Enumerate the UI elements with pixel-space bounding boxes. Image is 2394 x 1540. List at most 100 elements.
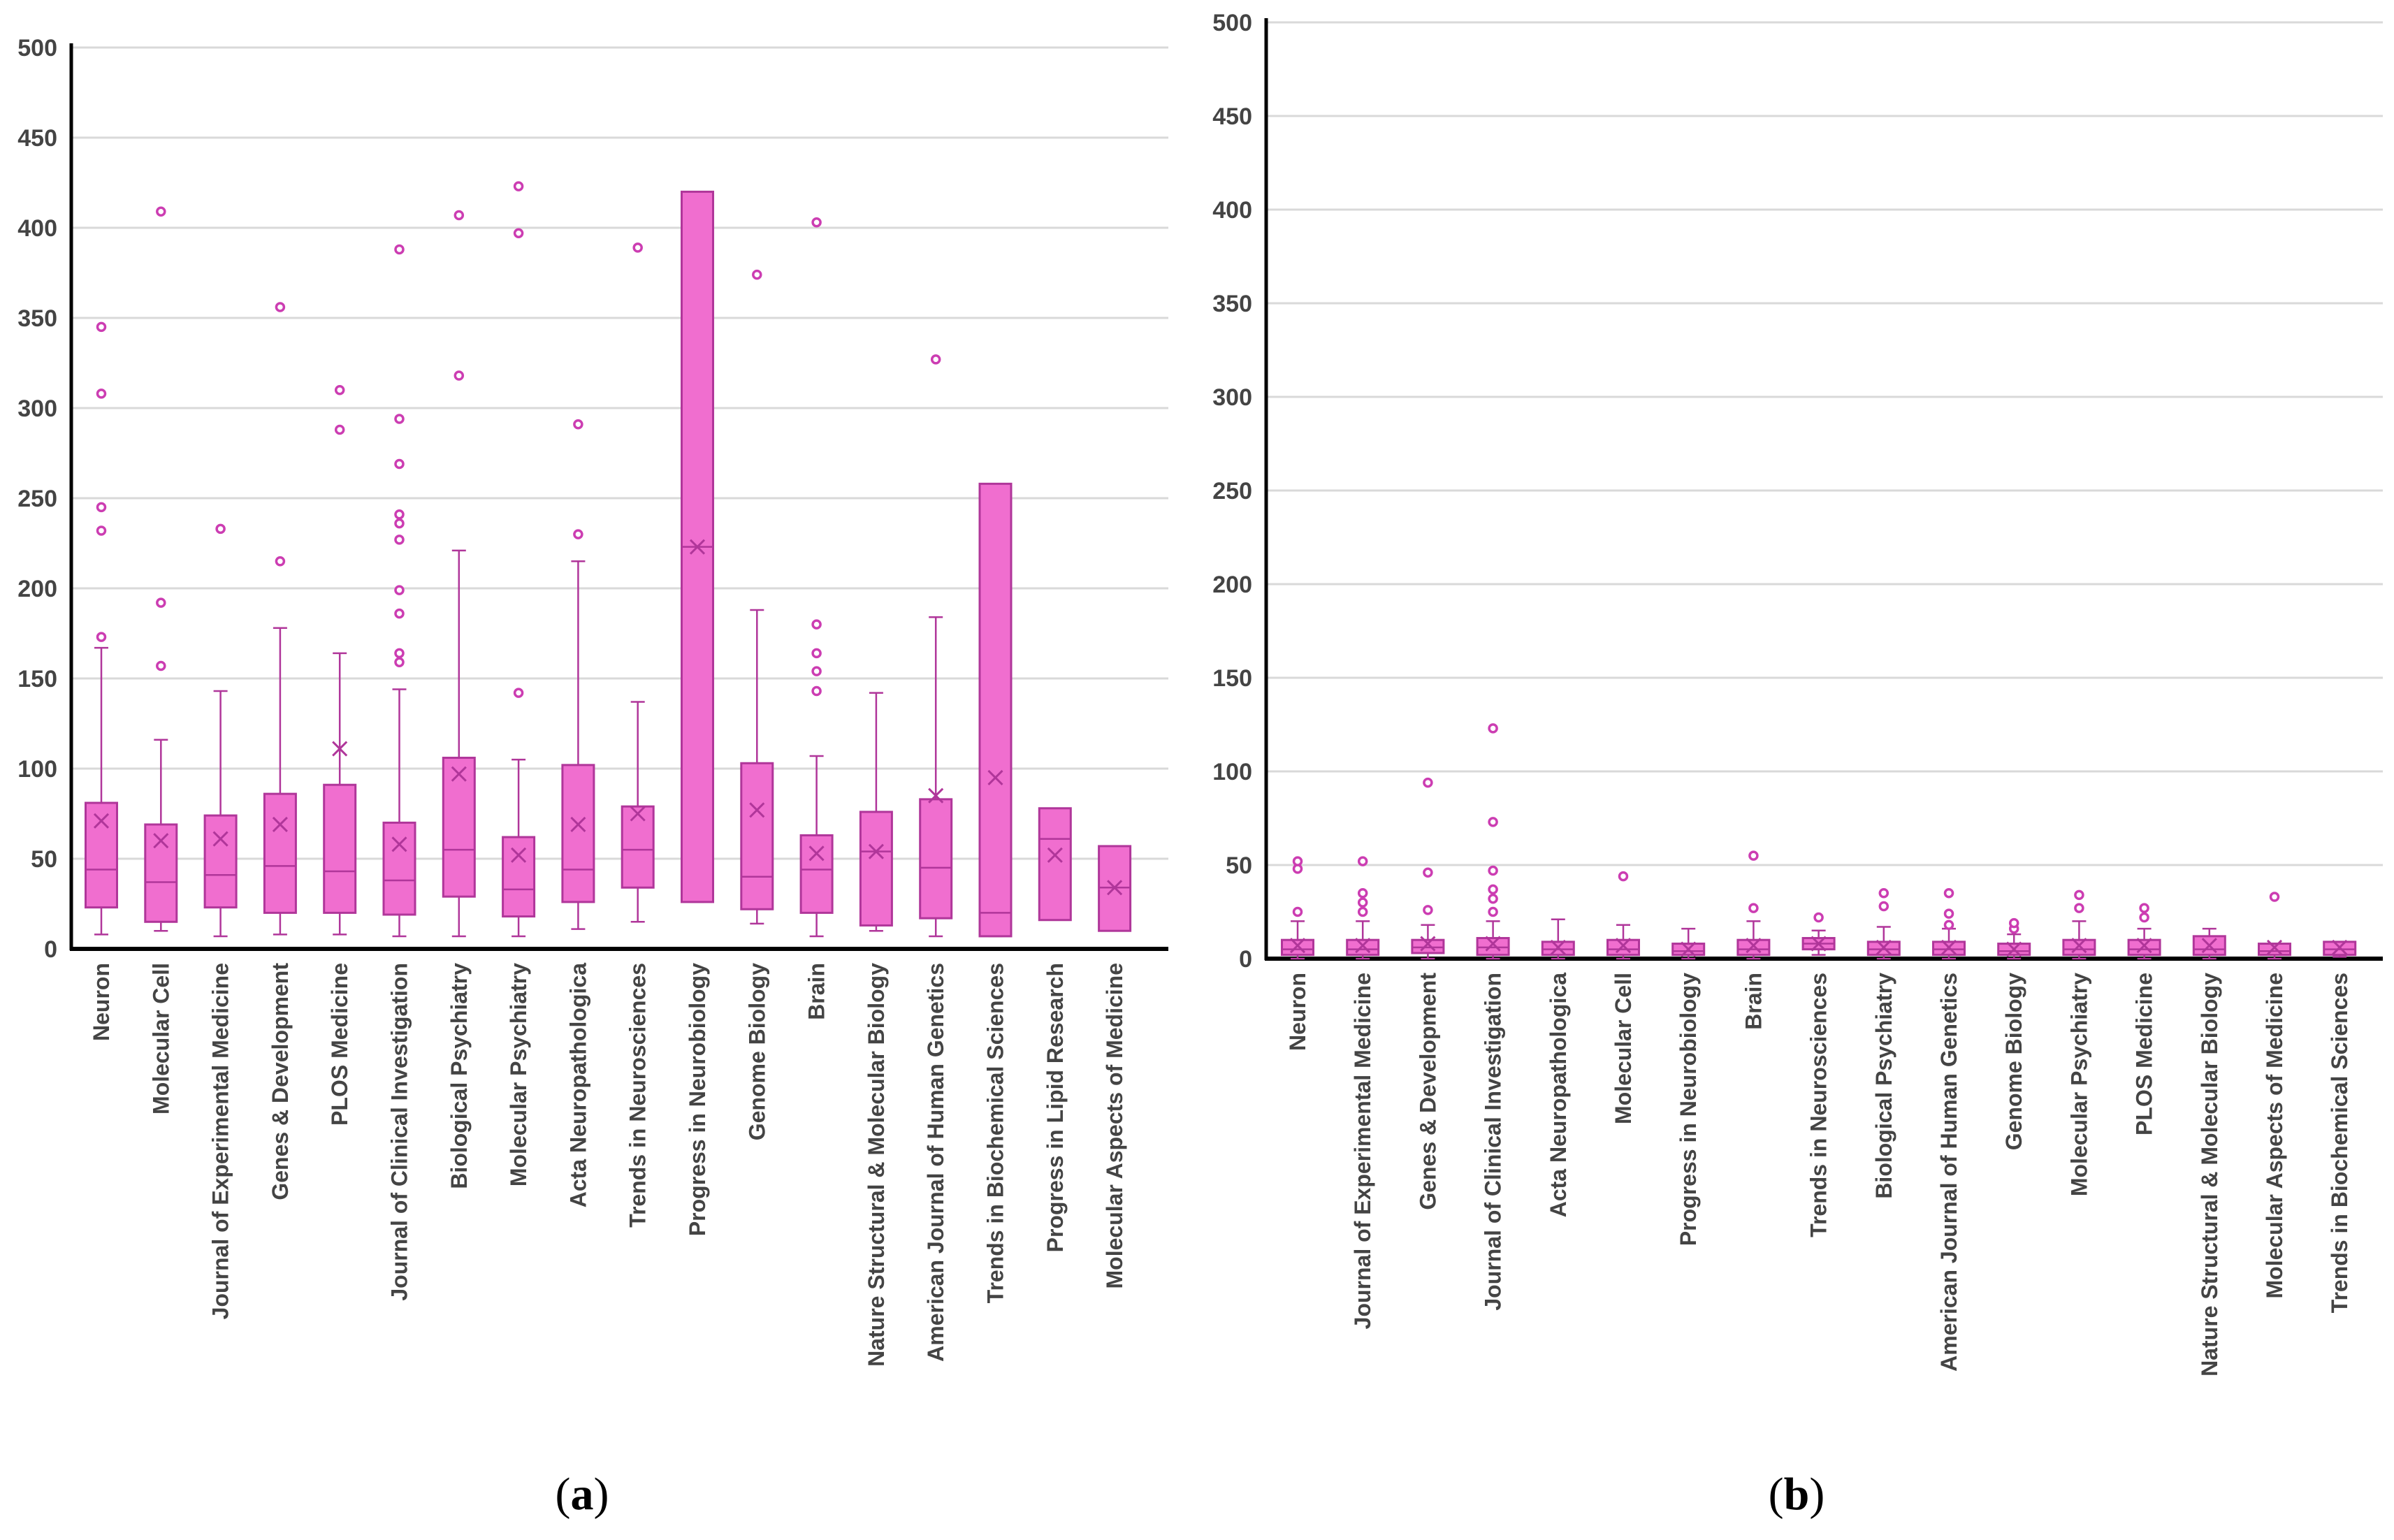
outlier-point [573,419,583,430]
mean-marker [2071,938,2087,954]
outlier-point [1943,887,1954,899]
y-tick-label: 450 [17,125,57,152]
box-iqr [1281,938,1314,957]
box-plot-item [1736,850,1771,960]
outlier-point [394,414,405,424]
outlier-point [96,502,107,513]
mean-marker [2136,938,2152,954]
outlier-point [394,535,405,545]
outlier-point [2074,903,2084,913]
box-iqr [2192,935,2226,957]
y-tick-label: 300 [1212,384,1252,411]
box-plot-item [442,210,476,938]
mean-marker [1355,938,1371,954]
outlier-point [275,302,286,312]
outlier-point [513,688,524,698]
outlier-point [1748,850,1759,861]
mean-marker [868,843,884,859]
outlier-point [1357,856,1368,866]
mean-marker [93,813,110,829]
outlier-point [96,632,107,642]
box-iqr [1038,807,1072,922]
box-plot-item [1411,777,1445,960]
y-tick-label: 400 [17,215,57,242]
mean-marker [2332,939,2348,955]
category-label: Acta Neuropathologica [565,963,590,1207]
outlier-point [1943,908,1954,919]
outlier-point [811,666,822,676]
box-plot-item [561,419,595,930]
outlier-point [1423,867,1433,878]
y-tick-label: 500 [17,35,57,61]
box-iqr [1736,938,1771,957]
category-label: Molecular Aspects of Medicine [2262,973,2287,1298]
box-plot-item [1038,807,1072,922]
outlier-point [1488,817,1498,827]
box-iqr [2127,938,2161,957]
category-label: Journal of Experimental Medicine [1350,973,1375,1329]
outlier-point [1488,906,1498,917]
outlier-point [1748,903,1759,913]
category-label: Trends in Neurosciences [1806,973,1831,1237]
outlier-point [930,354,941,365]
outlier-point [334,424,345,435]
box-plot-item [740,269,774,925]
outlier-point [2139,912,2149,923]
y-tick-label: 300 [17,395,57,422]
outlier-point [752,269,762,280]
outlier-point [811,648,822,659]
outlier-point [1292,856,1303,866]
box-plot-item [144,206,178,932]
box-plot-item [1346,856,1380,960]
y-tick-label: 50 [31,846,57,873]
y-tick-label: 0 [1239,946,1252,973]
outlier-point [454,370,465,381]
category-label: Biological Psychiatry [447,963,472,1189]
outlier-point [1878,887,1889,899]
outlier-point [1357,897,1368,908]
box-plot-item [799,217,834,938]
box-iqr [1606,938,1640,957]
box-plot-item [919,354,953,938]
box-plot-item [1801,912,1836,956]
outlier-point [2139,903,2149,913]
mean-marker [1047,847,1063,863]
y-tick-label: 250 [1212,478,1252,504]
y-tick-label: 350 [17,305,57,332]
category-label: Journal of Clinical Investigation [387,963,412,1301]
box-plot-item [859,692,893,932]
mean-marker [2201,938,2217,954]
box-iqr [799,834,834,914]
box-plot-item [382,244,416,938]
box-plot-item [1541,918,1575,960]
panel-label: (a) [556,1469,609,1520]
outlier-point [1292,906,1303,917]
box-plot-item [2323,939,2357,958]
category-label: PLOS Medicine [2132,973,2157,1135]
y-tick-label: 450 [1212,103,1252,130]
outlier-point [215,523,226,535]
box-plot-item [1098,845,1132,932]
mean-marker [391,836,407,852]
box-iqr [740,762,774,910]
mean-marker [1876,939,1892,955]
outlier-point [96,388,107,399]
category-label: Journal of Clinical Investigation [1481,973,1506,1311]
box-plot-item [1606,871,1640,960]
outlier-point [1878,901,1889,912]
mean-marker [630,806,646,822]
box-plot-item [85,321,118,936]
y-tick-label: 0 [44,936,57,963]
outlier-point [1357,906,1368,917]
outlier-point [1618,871,1629,882]
category-label: Molecular Psychiatry [2066,973,2091,1196]
mean-marker [1940,939,1957,955]
box-iqr [323,783,357,914]
box-plot-item [681,190,714,903]
box-iqr [442,757,476,898]
mean-marker [689,539,706,555]
category-label: Neuron [1285,973,1310,1051]
box-iqr [203,814,238,909]
y-tick-label: 200 [1212,572,1252,598]
box-iqr [1476,937,1510,957]
